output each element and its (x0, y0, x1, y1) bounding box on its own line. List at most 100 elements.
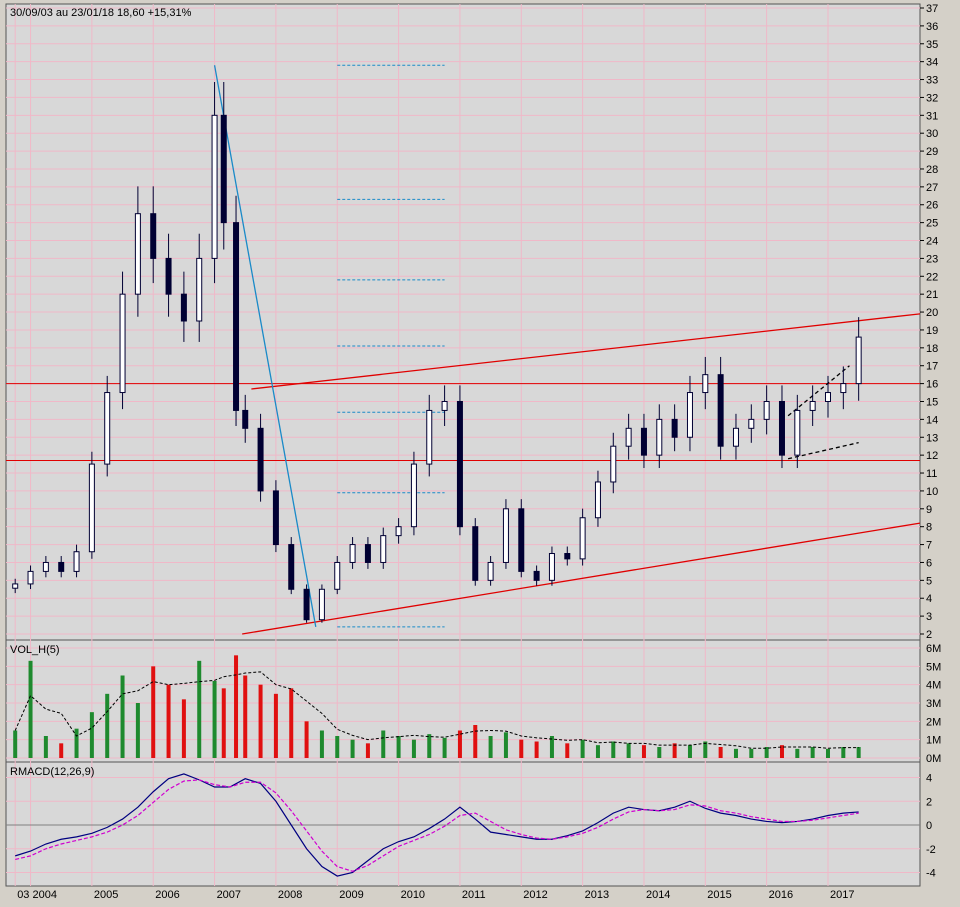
volume-bar (641, 745, 646, 758)
volume-bar (74, 728, 79, 758)
channel-upper-line (251, 313, 921, 390)
x-tick-label: 2013 (585, 889, 609, 901)
price-annotations (6, 64, 921, 635)
volume-tick-label: 1M (926, 735, 941, 747)
price-tick-label: 33 (926, 75, 938, 87)
x-tick-label: 2012 (523, 889, 547, 901)
short-channel-lower-line (787, 441, 859, 460)
price-tick-label: 21 (926, 289, 938, 301)
price-tick-label: 3 (926, 611, 932, 623)
x-tick-label: 2014 (646, 889, 670, 901)
volume-bar (221, 688, 226, 758)
volume-bar (657, 747, 662, 758)
volume-bar (151, 666, 156, 758)
candle-up (840, 383, 847, 394)
volume-bar (565, 743, 570, 758)
candle-down (671, 418, 678, 438)
price-tick-label: 19 (926, 325, 938, 337)
candle-down (220, 114, 227, 224)
volume-bar (519, 739, 524, 758)
x-tick-label: 2016 (769, 889, 793, 901)
volume-moving-average (14, 671, 859, 749)
price-tick-label: 30 (926, 128, 938, 140)
candle-down (564, 553, 571, 560)
volume-bar (749, 748, 754, 758)
volume-bar (43, 736, 48, 758)
price-candles (12, 82, 862, 623)
macd-chart-title: RMACD(12,26,9) (10, 766, 94, 778)
price-tick-label: 37 (926, 3, 938, 15)
volume-bar (442, 737, 447, 758)
price-tick-label: 20 (926, 307, 938, 319)
short-channel-upper-line (787, 365, 850, 417)
volume-bar (105, 693, 110, 758)
price-tick-label: 34 (926, 57, 938, 69)
candle-down (456, 400, 463, 528)
volume-bar (197, 660, 202, 758)
volume-bar (120, 675, 125, 758)
price-tick-label: 13 (926, 432, 938, 444)
volume-bar (779, 745, 784, 758)
price-tick-label: 22 (926, 271, 938, 283)
candle-down (233, 222, 240, 411)
candle-up (318, 588, 325, 621)
candle-down (180, 293, 187, 322)
candle-down (640, 427, 647, 456)
candle-up (134, 213, 141, 295)
macd-tick-label: -4 (926, 868, 936, 880)
candle-up (763, 400, 770, 420)
price-tick-label: 5 (926, 575, 932, 587)
candle-up (426, 409, 433, 465)
price-tick-label: 23 (926, 253, 938, 265)
candle-up (809, 400, 816, 411)
volume-chart-title: VOL_H(5) (10, 644, 60, 656)
candle-up (548, 553, 555, 581)
price-tick-label: 11 (926, 468, 937, 480)
candle-down (242, 409, 249, 429)
candle-down (165, 257, 172, 295)
candle-down (778, 400, 785, 456)
volume-bar (273, 693, 278, 758)
candle-up (196, 257, 203, 322)
candle-up (211, 114, 218, 259)
candle-up (625, 427, 632, 447)
candle-up (12, 583, 19, 589)
volume-bar (212, 681, 217, 758)
decline-trend-line (213, 65, 317, 627)
candle-down (288, 544, 295, 590)
candle-up (349, 544, 356, 563)
volume-bar (580, 739, 585, 758)
candle-down (150, 213, 157, 259)
candle-up (441, 400, 448, 411)
macd-signal-line (15, 779, 859, 872)
volume-bar (841, 747, 846, 758)
x-tick-label: 2008 (278, 889, 302, 901)
price-tick-label: 15 (926, 396, 938, 408)
volume-bar (473, 725, 478, 758)
macd-tick-label: 0 (926, 820, 932, 832)
volume-bar (135, 703, 140, 758)
volume-bar (396, 736, 401, 758)
volume-bar (13, 730, 18, 758)
price-tick-label: 31 (926, 110, 938, 122)
price-chart-title: 30/09/03 au 23/01/18 18,60 +15,31% (10, 7, 192, 19)
x-tick-label: 2005 (94, 889, 118, 901)
volume-bar (304, 721, 309, 758)
candle-up (794, 409, 801, 456)
candle-up (656, 418, 663, 456)
macd-panel (5, 761, 921, 887)
x-tick-label: 2007 (217, 889, 241, 901)
volume-bar (28, 660, 33, 758)
price-tick-label: 18 (926, 343, 938, 355)
volume-bar (626, 743, 631, 758)
volume-bar (319, 730, 324, 758)
price-tick-label: 10 (926, 486, 938, 498)
volume-bar (687, 745, 692, 758)
price-tick-label: 26 (926, 200, 938, 212)
macd-lines (15, 773, 859, 877)
volume-bar (672, 743, 677, 758)
volume-tick-label: 4M (926, 680, 941, 692)
x-tick-label: 2017 (830, 889, 854, 901)
volume-bar (718, 747, 723, 758)
volume-bar (166, 684, 171, 758)
